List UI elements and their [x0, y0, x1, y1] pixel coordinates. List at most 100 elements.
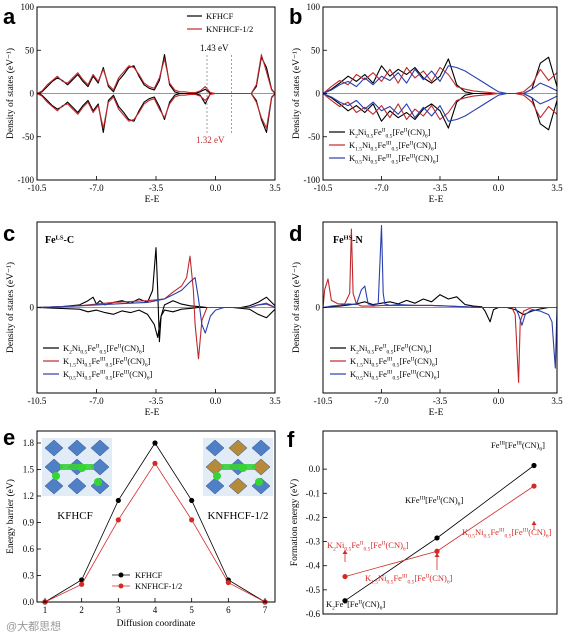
- x-tick-label: 7: [263, 605, 268, 615]
- panel-letter: e: [3, 425, 15, 450]
- y-axis-title: Density of states (eV⁻¹): [291, 48, 302, 139]
- x-tick-label: -7.0: [89, 396, 104, 406]
- octahedron-shape: [67, 439, 87, 457]
- potassium-ion-shape: [52, 472, 60, 480]
- orbital-label: FeHS-N: [333, 235, 364, 247]
- x-tick-label: 3.5: [269, 183, 281, 193]
- structure-label: KNFHCF-1/2: [207, 510, 268, 522]
- potassium-ion-shape: [255, 478, 263, 486]
- data-point: [342, 573, 348, 580]
- dos-panel-d: d -10.5 -7.0 -3.5 0.0 3.5 0 E-E Density of state…: [289, 221, 563, 418]
- x-tick-label: -10.5: [314, 396, 333, 406]
- kfhcf-structure-image: [42, 438, 112, 496]
- dos-panel-b: b -10.5 -7.0 -3.5 0.0 3.5 100 50 0 -50 -100 E-E Dens…: [289, 2, 563, 205]
- y-tick-label: 0: [30, 89, 35, 99]
- series-line-2: [322, 225, 558, 369]
- compound-label: FeIII[FeIII(CN)6]: [491, 440, 545, 453]
- x-tick-label: 1: [43, 605, 48, 615]
- arrow-head: [342, 550, 348, 554]
- octahedron-shape: [251, 439, 271, 457]
- panel-letter: b: [289, 4, 302, 29]
- y-tick-label: 0.6: [23, 544, 35, 554]
- x-axis-title: E-E: [429, 195, 444, 205]
- x-tick-label: -3.5: [149, 183, 164, 193]
- legend-label: KFHCF: [206, 11, 234, 21]
- compound-label: KFeIII[FeII(CN)6]: [405, 495, 463, 508]
- y-tick-label: 0.9: [23, 518, 35, 528]
- legend-label: K0.5Ni0.5FeIII0.5[FeIII(CN)6]: [63, 369, 152, 382]
- y-tick-label: -50: [22, 132, 34, 142]
- series-line-5: [322, 92, 558, 122]
- x-axis-title: E-E: [429, 408, 444, 418]
- data-point: [434, 535, 440, 541]
- series-line-1: [36, 306, 276, 338]
- data-point: [225, 579, 231, 586]
- x-tick-label: 0.0: [210, 183, 222, 193]
- legend-label: KNFHCF-1/2: [206, 24, 253, 34]
- series-line-1: [36, 92, 276, 133]
- legend-marker: [118, 583, 124, 589]
- data-point: [115, 517, 121, 523]
- x-axis-title: E-E: [145, 408, 160, 418]
- y-axis-title: Density of states (eV⁻¹): [5, 262, 16, 353]
- x-tick-label: 4: [153, 605, 158, 615]
- compound-label: K2Ni0.5FeII0.5[FeII(CN)6]: [327, 540, 409, 553]
- octahedron-shape: [44, 477, 64, 495]
- legend-marker: [118, 572, 124, 578]
- y-tick-label: 100: [21, 2, 35, 12]
- potassium-ion-shape: [239, 464, 247, 472]
- band-gap-annotation: 1.43 eV: [200, 43, 229, 53]
- orbital-label: FeLS-C: [45, 235, 74, 247]
- legend-label: K2Ni0.5FeII0.5[FeII(CN)6]: [349, 127, 431, 140]
- x-tick-label: 0.0: [210, 396, 222, 406]
- x-tick-label: -7.0: [374, 396, 389, 406]
- y-tick-label: 1.5: [23, 465, 35, 475]
- y-axis-title: Density of states (eV⁻¹): [291, 262, 302, 353]
- data-point: [434, 548, 440, 554]
- data-point: [79, 577, 85, 583]
- legend-label: KFHCF: [135, 570, 163, 580]
- data-point: [189, 517, 195, 523]
- x-tick-label: 3.5: [551, 183, 563, 193]
- legend-label: K1.5Ni0.5FeIII0.5[FeII(CN)6]: [350, 356, 438, 369]
- legend-label: K1.5Ni0.5FeIII0.5[FeII(CN)6]: [349, 140, 437, 153]
- y-tick-label: -0.1: [306, 488, 320, 498]
- y-tick-label: 0.0: [23, 597, 35, 607]
- x-tick-label: -3.5: [149, 396, 164, 406]
- x-tick-label: -3.5: [433, 183, 448, 193]
- diffusion-path-shape: [221, 464, 255, 470]
- series-line-0: [36, 247, 276, 343]
- y-tick-label: -0.6: [306, 609, 321, 619]
- series-line-2: [322, 66, 558, 95]
- legend-label: K0.5Ni0.5FeIII0.5[FeIII(CN)6]: [350, 369, 439, 382]
- arrow-head: [531, 521, 537, 525]
- legend-label: K2Ni0.5FeII0.5[FeII(CN)6]: [350, 343, 432, 356]
- data-point: [531, 483, 537, 489]
- x-tick-label: 6: [226, 605, 231, 615]
- structure-label: KFHCF: [57, 510, 92, 522]
- x-tick-label: 0.0: [493, 183, 505, 193]
- octahedron-shape: [90, 439, 110, 457]
- octahedron-shape: [228, 439, 248, 457]
- legend-label: K1.5Ni0.5FeIII0.5[FeII(CN)6]: [63, 356, 151, 369]
- x-tick-label: -10.5: [28, 396, 47, 406]
- octahedron-shape: [205, 439, 225, 457]
- compound-label: K2FeII[FeII(CN)6]: [326, 599, 385, 612]
- y-tick-label: -0.2: [306, 512, 320, 522]
- octahedron-shape: [228, 477, 248, 495]
- data-point: [189, 497, 195, 504]
- y-tick-label: -0.3: [306, 537, 321, 547]
- octahedron-shape: [67, 477, 87, 495]
- compound-label: K1.5Ni0.5FeIII0.5[FeII(CN)6]: [365, 573, 453, 586]
- x-tick-label: 3.5: [551, 396, 563, 406]
- y-tick-label: 0.0: [309, 464, 321, 474]
- data-point: [531, 462, 537, 469]
- y-tick-label: -100: [304, 175, 321, 185]
- data-point: [342, 598, 348, 604]
- watermark-text: @大都思想: [6, 621, 62, 633]
- data-point: [152, 460, 158, 466]
- x-tick-label: 3: [116, 605, 121, 615]
- diffusion-path-shape: [60, 464, 94, 470]
